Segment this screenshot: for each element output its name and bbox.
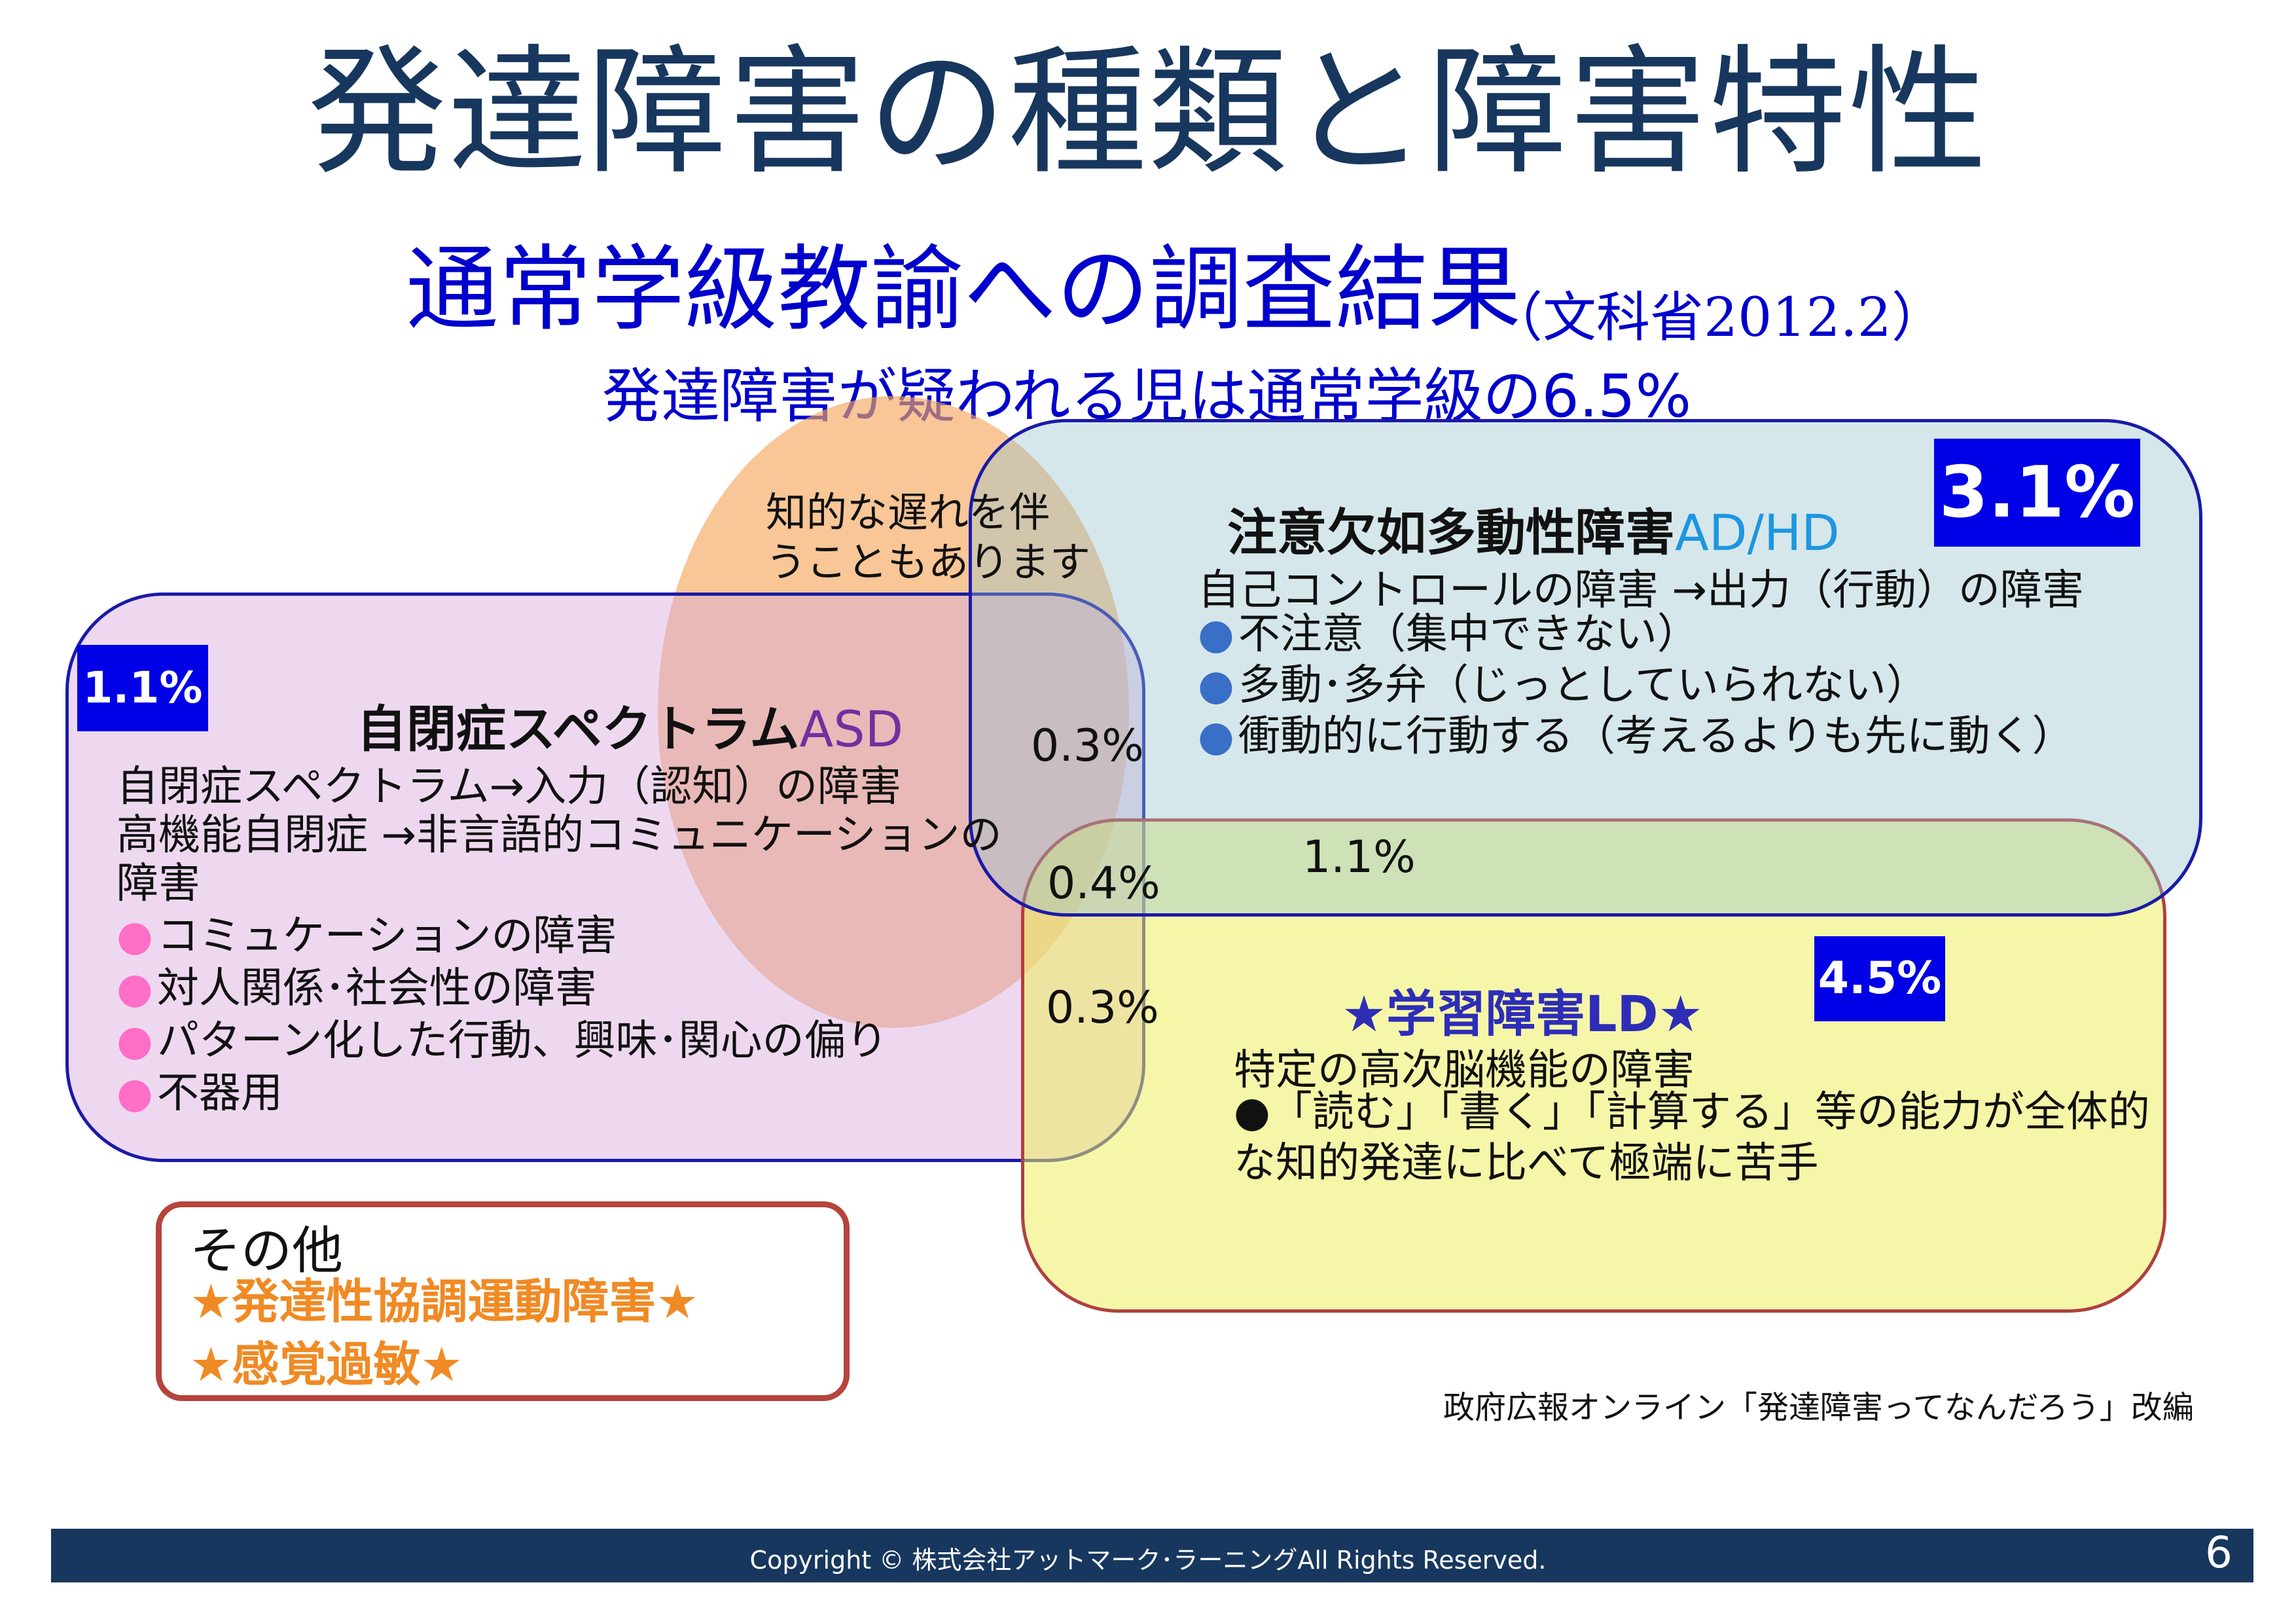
pink-bullet-icon: ● — [117, 964, 153, 1013]
ld-description: ●「読む」「書く」「計算する」等の能力が全体的 な知的発達に比べて極端に苦手 — [1234, 1087, 2150, 1189]
adhd-bullet-text: 衝動的に行動する（考えるよりも先に動く） — [1238, 712, 2074, 761]
other-items: ★発達性協調運動障害★ ★感覚過敏★ — [190, 1270, 698, 1396]
list-item: ★発達性協調運動障害★ — [190, 1274, 699, 1329]
other-box — [156, 1201, 850, 1401]
asd-bullet-text: 不器用 — [156, 1069, 283, 1118]
list-item: ●コミュケーションの障害 — [117, 910, 888, 962]
asd-line: 高機能自閉症 →非言語的コミュニケーションの — [117, 811, 1002, 860]
asd-tag: ASD — [799, 700, 904, 758]
pink-bullet-icon: ● — [117, 912, 153, 960]
asd-percent-badge: 1.1% — [77, 645, 208, 731]
asd-line: 自閉症スペクトラム→入力（認知）の障害 — [117, 763, 902, 811]
asd-region — [65, 593, 1145, 1162]
blue-bullet-icon: ● — [1198, 610, 1234, 659]
overlap-adhd-ld-percent: 1.1% — [1302, 831, 1416, 883]
ld-region — [1021, 818, 2166, 1313]
ld-percent-badge: 4.5% — [1814, 936, 1945, 1021]
adhd-tag: AD/HD — [1675, 503, 1840, 562]
asd-title: 自閉症スペクトラムASD — [357, 689, 903, 761]
asd-bullet-text: パターン化した行動、興味･関心の偏り — [156, 1017, 888, 1065]
overlap-asd-id-percent: 0.3% — [1031, 720, 1144, 772]
asd-bullet-text: コミュケーションの障害 — [156, 912, 617, 960]
asd-description: 自閉症スペクトラム→入力（認知）の障害 高機能自閉症 →非言語的コミュニケーショ… — [117, 763, 1002, 908]
pink-bullet-icon: ● — [117, 1069, 153, 1118]
asd-bullet-text: 対人関係･社会性の障害 — [156, 964, 597, 1013]
intellectual-note: 知的な遅れを伴 うこともあります — [766, 488, 1090, 587]
ld-subtitle: 特定の高次脳機能の障害 — [1234, 1046, 1695, 1095]
adhd-bullet-text: 不注意（集中できない） — [1238, 610, 1699, 659]
blue-bullet-icon: ● — [1198, 661, 1234, 710]
list-item: ★感覚過敏★ — [190, 1337, 463, 1392]
asd-title-text: 自閉症スペクトラム — [357, 700, 800, 758]
intellectual-note-line: うこともあります — [766, 538, 1091, 586]
adhd-subtitle: 自己コントロールの障害 →出力（行動）の障害 — [1198, 566, 2084, 615]
footer-bar — [51, 1529, 2253, 1582]
intellectual-note-line: 知的な遅れを伴 — [766, 488, 1050, 536]
blue-bullet-icon: ● — [1198, 712, 1234, 761]
adhd-percent-badge: 3.1% — [1934, 439, 2140, 547]
adhd-title-text: 注意欠如多動性障害 — [1227, 503, 1675, 562]
ld-title: ★学習障害LD★ — [1342, 985, 1703, 1043]
ld-line: ●「読む」「書く」「計算する」等の能力が全体的 — [1234, 1088, 2150, 1137]
overlap-asd-adhd-ld-percent: 0.4% — [1047, 858, 1160, 909]
copyright-text: Copyright © 株式会社アットマーク･ラーニングAll Rights R… — [749, 1546, 1547, 1575]
adhd-bullet-list: ●不注意（集中できない） ●多動･多弁（じっとしていられない） ●衝動的に行動す… — [1198, 609, 2074, 762]
list-item: ●パターン化した行動、興味･関心の偏り — [117, 1015, 888, 1067]
adhd-bullet-text: 多動･多弁（じっとしていられない） — [1238, 661, 1928, 710]
list-item: ●対人関係･社会性の障害 — [117, 962, 888, 1015]
list-item: ●不注意（集中できない） — [1198, 609, 2074, 660]
list-item: ●不器用 — [117, 1067, 888, 1120]
adhd-title: 注意欠如多動性障害AD/HD — [1227, 492, 1840, 564]
page-number: 6 — [2205, 1527, 2233, 1578]
survey-source: （文科省2012.2） — [1489, 287, 1945, 349]
ld-line: な知的発達に比べて極端に苦手 — [1234, 1139, 1819, 1188]
pink-bullet-icon: ● — [117, 1017, 153, 1065]
asd-line: 障害 — [117, 860, 200, 908]
survey-title: 通常学級教諭への調査結果 — [406, 236, 1521, 344]
list-item: ●多動･多弁（じっとしていられない） — [1198, 660, 2074, 711]
list-item: ●衝動的に行動する（考えるよりも先に動く） — [1198, 711, 2074, 762]
asd-bullet-list: ●コミュケーションの障害 ●対人関係･社会性の障害 ●パターン化した行動、興味･… — [117, 910, 888, 1120]
source-credit: 政府広報オンライン「発達障害ってなんだろう」改編 — [1443, 1389, 2194, 1426]
other-title: その他 — [190, 1222, 344, 1281]
overlap-asd-ld-percent: 0.3% — [1046, 982, 1159, 1034]
slide-title: 発達障害の種類と障害特性 — [308, 31, 1988, 193]
